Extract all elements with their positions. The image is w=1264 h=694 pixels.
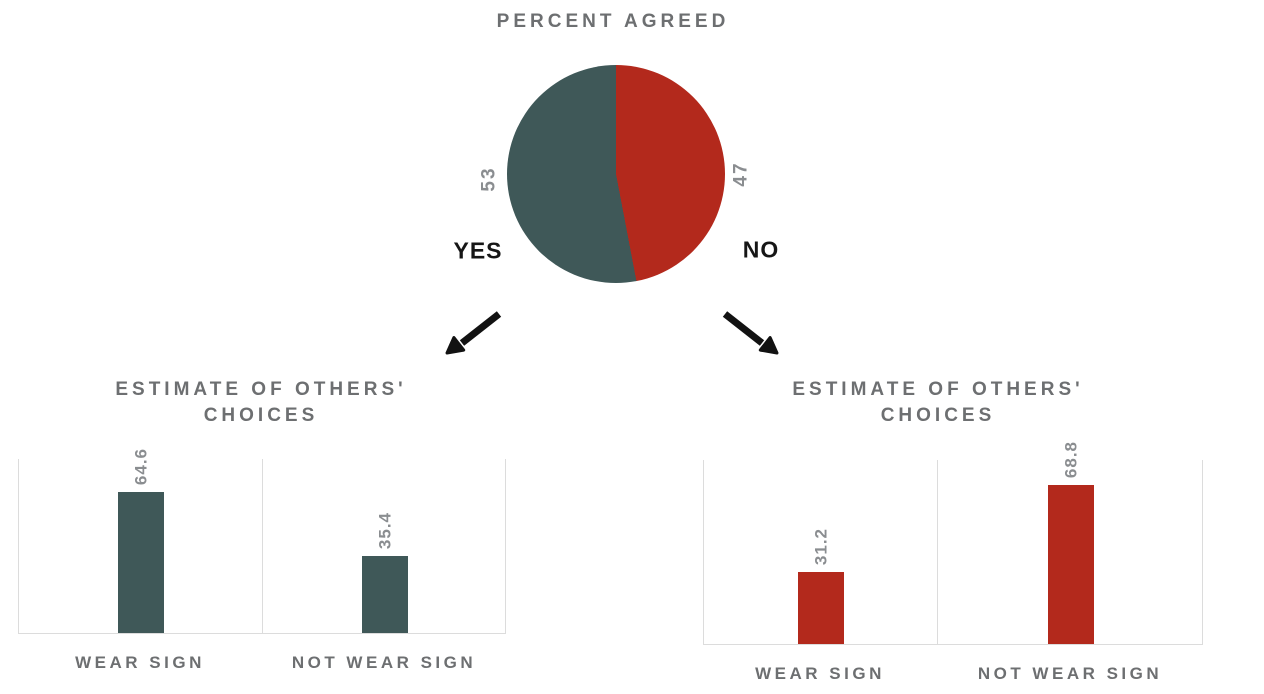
bar-panel: 31.2 [703,460,938,644]
category-label: WEAR SIGN [755,664,885,683]
pie-value-no-text: 47 [730,161,752,187]
no-chart-title-line1: ESTIMATE OF OTHERS' [792,379,1084,400]
no-chart-title-line2: CHOICES [880,405,996,426]
bar-panel: 68.8 [937,441,1203,644]
bar-panel: 64.6 [18,448,263,633]
bar-value-label: 68.8 [1061,440,1080,478]
bar-not-wear-sign-no [1047,485,1094,644]
yes-chart-title-line1: ESTIMATE OF OTHERS' [115,379,407,400]
arrow-down-right-icon [722,311,779,355]
category-label: WEAR SIGN [75,653,205,672]
arrow-down-left-icon [445,311,502,355]
pie-label-yes: YES [453,237,503,264]
bar-value-label: 31.2 [811,527,831,565]
pie-value-yes: 53 [478,166,500,192]
no-estimates-chart: 31.2 68.8 WEAR SIGN NOT WEAR SIGN [703,441,1203,683]
yes-chart-title-line2: CHOICES [203,405,319,426]
pie-value-no: 47 [730,161,752,187]
category-label: NOT WEAR SIGN [291,653,477,672]
bar-wear-sign-no [798,572,844,644]
category-label: NOT WEAR SIGN [977,664,1163,683]
bar-value-label: 35.4 [375,511,394,549]
yes-chart-title: ESTIMATE OF OTHERS' CHOICES [115,377,406,429]
no-chart-title: ESTIMATE OF OTHERS' CHOICES [792,377,1083,429]
yes-estimates-chart: 64.6 35.4 WEAR SIGN NOT WEAR SIGN [18,448,506,672]
bar-value-label: 64.6 [131,447,151,485]
bar-panel: 35.4 [262,459,506,633]
pie-label-no: NO [742,236,780,263]
bar-wear-sign-yes [118,492,164,633]
pie-chart [507,65,725,283]
pie-title: PERCENT AGREED [496,11,730,32]
bar-not-wear-sign-yes [361,556,408,633]
pie-value-yes-text: 53 [478,166,500,192]
